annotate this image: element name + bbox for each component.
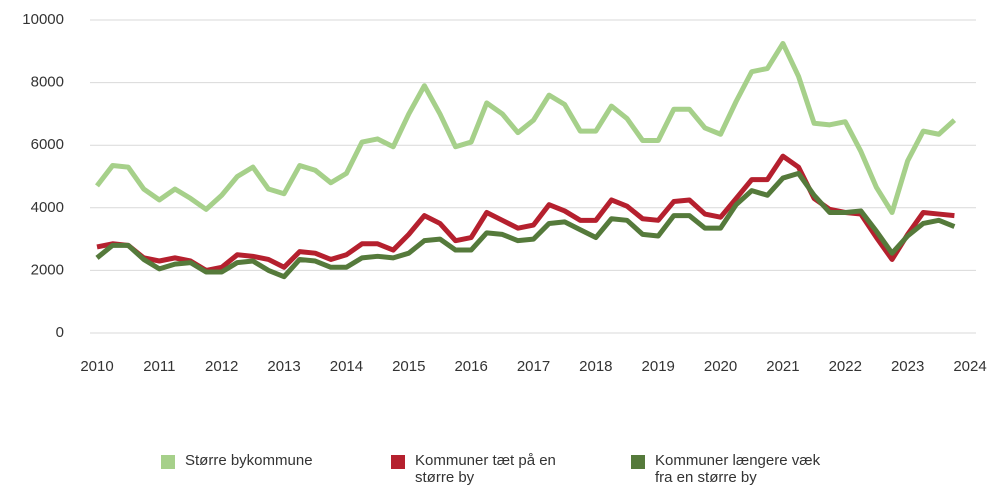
legend-swatch <box>391 455 405 469</box>
legend-item: Kommuner længere væk fra en større by <box>631 452 831 486</box>
series-line <box>95 170 956 280</box>
y-tick-label: 10000 <box>22 11 64 28</box>
x-tick-label: 2010 <box>80 358 113 375</box>
y-tick-label: 6000 <box>31 136 64 153</box>
x-tick-label: 2013 <box>267 358 300 375</box>
legend-label: Kommuner længere væk fra en større by <box>655 452 821 486</box>
legend-item: Kommuner tæt på en større by <box>391 452 591 486</box>
x-tick-label: 2014 <box>330 358 363 375</box>
x-tick-label: 2021 <box>766 358 799 375</box>
y-tick-label: 2000 <box>31 261 64 278</box>
legend-label: Større bykommune <box>185 452 313 469</box>
chart: 0 2000 4000 6000 8000 10000 2010 2011 2012 2013 20… <box>22 11 986 375</box>
x-tick-label: 2020 <box>704 358 737 375</box>
x-tick-label: 2024 <box>953 358 986 375</box>
x-tick-label: 2011 <box>143 358 175 375</box>
x-tick-label: 2022 <box>829 358 862 375</box>
x-tick-label: 2016 <box>454 358 487 375</box>
series-line <box>96 153 955 273</box>
x-tick-label: 2023 <box>891 358 924 375</box>
legend-item: Større bykommune <box>161 452 351 486</box>
legend-swatch <box>631 455 645 469</box>
x-tick-label: 2019 <box>642 358 675 375</box>
y-tick-label: 8000 <box>31 74 64 91</box>
x-tick-label: 2018 <box>579 358 612 375</box>
y-tick-label: 4000 <box>31 199 64 216</box>
series-line <box>95 40 957 215</box>
legend-swatch <box>161 455 175 469</box>
legend: Større bykommune Kommuner tæt på en størr… <box>0 452 992 486</box>
legend-label: Kommuner tæt på en større by <box>415 452 556 486</box>
x-tick-label: 2012 <box>205 358 238 375</box>
x-tick-label: 2015 <box>392 358 425 375</box>
y-tick-label: 0 <box>56 324 64 341</box>
x-tick-label: 2017 <box>517 358 550 375</box>
